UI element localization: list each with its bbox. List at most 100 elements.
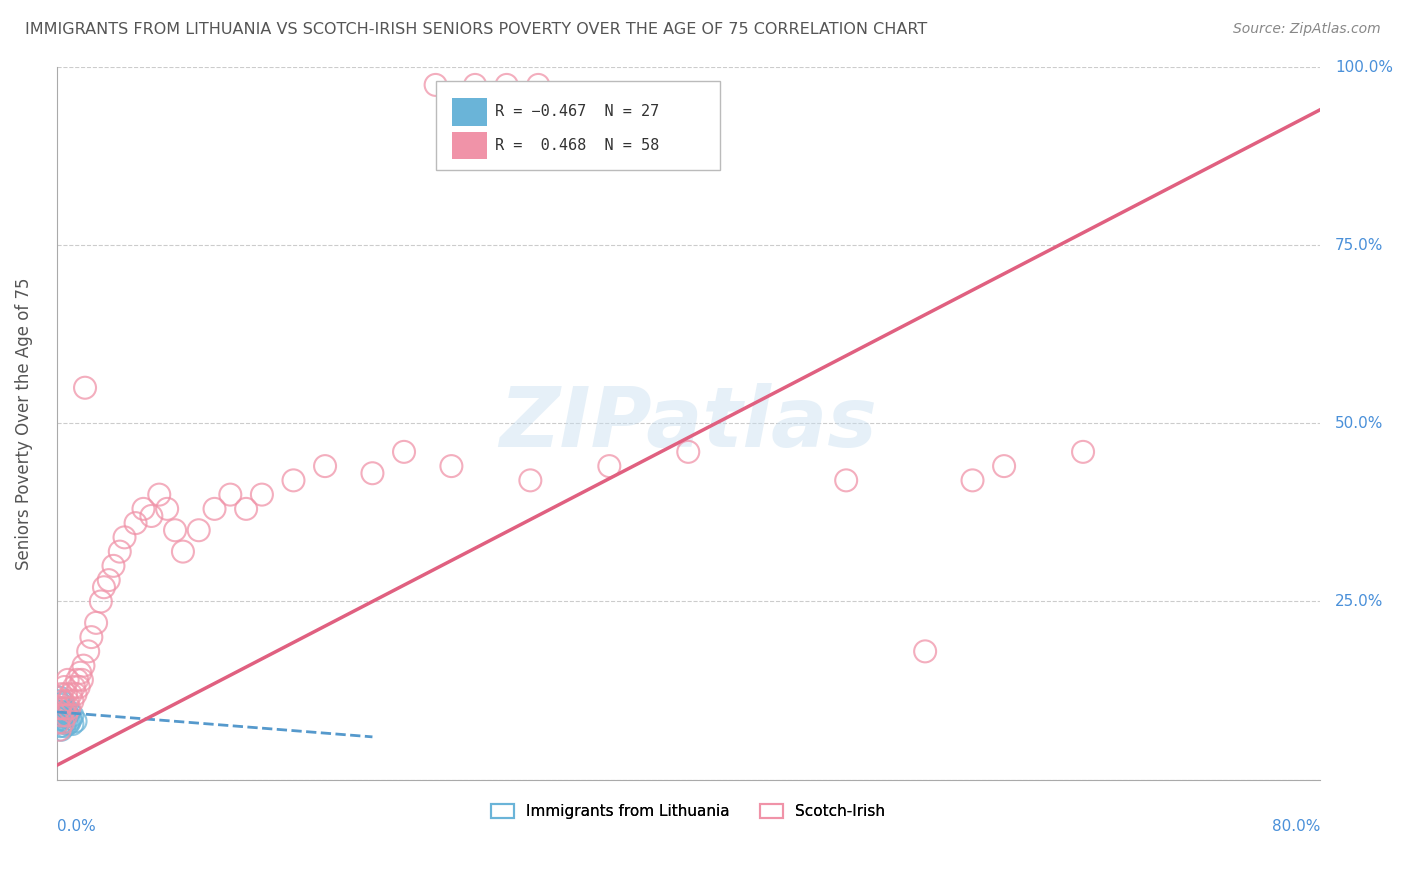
Point bbox=[56, 694, 79, 708]
Point bbox=[55, 705, 77, 719]
Point bbox=[55, 714, 77, 729]
Point bbox=[51, 698, 73, 712]
FancyBboxPatch shape bbox=[451, 98, 488, 126]
Text: 0.0%: 0.0% bbox=[56, 819, 96, 834]
Point bbox=[464, 78, 486, 92]
Point bbox=[835, 474, 858, 488]
Point bbox=[72, 658, 94, 673]
Point bbox=[84, 615, 107, 630]
Point bbox=[52, 715, 75, 730]
Text: 100.0%: 100.0% bbox=[1336, 60, 1393, 75]
FancyBboxPatch shape bbox=[451, 132, 488, 159]
Point bbox=[52, 694, 75, 708]
Point bbox=[124, 516, 146, 530]
Point bbox=[53, 719, 76, 733]
Point bbox=[187, 523, 209, 537]
Point bbox=[49, 701, 72, 715]
Point bbox=[58, 701, 80, 715]
Point bbox=[172, 544, 194, 558]
Point bbox=[93, 580, 115, 594]
Point bbox=[53, 710, 76, 724]
Text: R = −0.467  N = 27: R = −0.467 N = 27 bbox=[495, 104, 659, 120]
Point bbox=[108, 544, 131, 558]
Point bbox=[51, 708, 73, 723]
Point bbox=[66, 673, 89, 687]
Point bbox=[46, 694, 69, 708]
Text: 50.0%: 50.0% bbox=[1336, 416, 1384, 431]
Point bbox=[55, 708, 77, 723]
Point bbox=[63, 680, 86, 694]
Point bbox=[148, 488, 170, 502]
Point bbox=[55, 687, 77, 701]
Point bbox=[53, 701, 76, 715]
Point bbox=[56, 707, 79, 722]
Point bbox=[678, 445, 700, 459]
Point bbox=[60, 694, 83, 708]
Point bbox=[495, 78, 517, 92]
Point bbox=[425, 78, 447, 92]
Point bbox=[361, 467, 384, 481]
Point bbox=[90, 594, 112, 608]
Point bbox=[993, 459, 1015, 474]
Point bbox=[80, 630, 103, 644]
Point bbox=[163, 523, 186, 537]
Point bbox=[97, 573, 120, 587]
Point bbox=[60, 717, 83, 731]
Point bbox=[52, 707, 75, 722]
Y-axis label: Seniors Poverty Over the Age of 75: Seniors Poverty Over the Age of 75 bbox=[15, 277, 32, 570]
Point bbox=[527, 78, 550, 92]
Point bbox=[56, 717, 79, 731]
Point bbox=[51, 705, 73, 719]
Point bbox=[59, 687, 82, 701]
Point bbox=[56, 673, 79, 687]
Point bbox=[65, 714, 87, 729]
Text: IMMIGRANTS FROM LITHUANIA VS SCOTCH-IRISH SENIORS POVERTY OVER THE AGE OF 75 COR: IMMIGRANTS FROM LITHUANIA VS SCOTCH-IRIS… bbox=[25, 22, 928, 37]
Point bbox=[103, 558, 125, 573]
Text: 25.0%: 25.0% bbox=[1336, 594, 1384, 609]
Text: R =  0.468  N = 58: R = 0.468 N = 58 bbox=[495, 138, 659, 153]
Point bbox=[132, 501, 155, 516]
Legend: Immigrants from Lithuania, Scotch-Irish: Immigrants from Lithuania, Scotch-Irish bbox=[485, 798, 891, 825]
FancyBboxPatch shape bbox=[436, 81, 720, 170]
Point bbox=[392, 445, 415, 459]
Point bbox=[59, 712, 82, 726]
Point bbox=[77, 644, 100, 658]
Point bbox=[156, 501, 179, 516]
Point bbox=[46, 705, 69, 719]
Point bbox=[440, 459, 463, 474]
Point bbox=[519, 474, 541, 488]
Point bbox=[67, 680, 90, 694]
Point bbox=[914, 644, 936, 658]
Point bbox=[46, 715, 69, 730]
Point bbox=[51, 687, 73, 701]
Point bbox=[51, 712, 73, 726]
Point bbox=[51, 723, 73, 737]
Point bbox=[58, 705, 80, 719]
Point bbox=[49, 701, 72, 715]
Point bbox=[314, 459, 336, 474]
Text: ZIPatlas: ZIPatlas bbox=[499, 383, 877, 464]
Point bbox=[52, 696, 75, 710]
Point bbox=[69, 665, 91, 680]
Point bbox=[141, 508, 163, 523]
Point bbox=[49, 723, 72, 737]
Point bbox=[598, 459, 620, 474]
Point bbox=[49, 690, 72, 705]
Point bbox=[1071, 445, 1094, 459]
Point bbox=[114, 530, 136, 544]
Point bbox=[49, 708, 72, 723]
Point bbox=[52, 715, 75, 730]
Text: 80.0%: 80.0% bbox=[1271, 819, 1320, 834]
Point bbox=[73, 381, 96, 395]
Point bbox=[235, 501, 257, 516]
Point bbox=[283, 474, 305, 488]
Point bbox=[70, 673, 93, 687]
Point bbox=[46, 715, 69, 730]
Point bbox=[219, 488, 242, 502]
Text: Source: ZipAtlas.com: Source: ZipAtlas.com bbox=[1233, 22, 1381, 37]
Point bbox=[60, 708, 83, 723]
Point bbox=[65, 687, 87, 701]
Point bbox=[53, 680, 76, 694]
Point bbox=[962, 474, 984, 488]
Point bbox=[49, 719, 72, 733]
